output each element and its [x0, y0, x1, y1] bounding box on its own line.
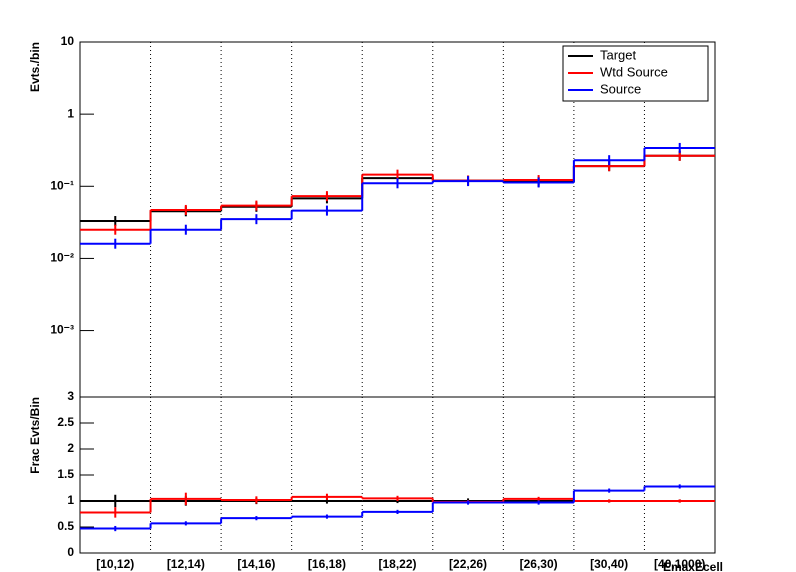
x-tick-label: [18,22) — [378, 557, 416, 571]
y-axis-label: Evts./bin — [28, 42, 42, 92]
y-tick-label: 1.5 — [57, 467, 74, 481]
x-tick-label: [16,18) — [308, 557, 346, 571]
x-axis-label: EmaxEcell — [663, 560, 723, 572]
y-tick-label: 10⁻³ — [50, 323, 74, 337]
x-tick-label: [14,16) — [237, 557, 275, 571]
y-tick-label: 1 — [67, 493, 74, 507]
x-tick-label: [26,30) — [520, 557, 558, 571]
y-tick-label: 3 — [67, 389, 74, 403]
y-tick-label: 10⁻² — [50, 251, 74, 265]
y-tick-label: 0.5 — [57, 519, 74, 533]
y-tick-label: 10 — [61, 34, 75, 48]
x-tick-label: [10,12) — [96, 557, 134, 571]
x-tick-label: [22,26) — [449, 557, 487, 571]
x-tick-label: [40,1000) — [654, 557, 705, 571]
y-tick-label: 2 — [67, 441, 74, 455]
x-tick-label: [12,14) — [167, 557, 205, 571]
legend-label: Target — [600, 47, 637, 62]
x-tick-label: [30,40) — [590, 557, 628, 571]
legend-label: Source — [600, 81, 641, 96]
y-axis-label: Frac Evts/Bin — [28, 397, 42, 474]
y-tick-label: 1 — [67, 106, 74, 120]
legend-label: Wtd Source — [600, 64, 668, 79]
y-tick-label: 2.5 — [57, 415, 74, 429]
y-tick-label: 10⁻¹ — [50, 178, 74, 192]
y-tick-label: 0 — [67, 545, 74, 559]
